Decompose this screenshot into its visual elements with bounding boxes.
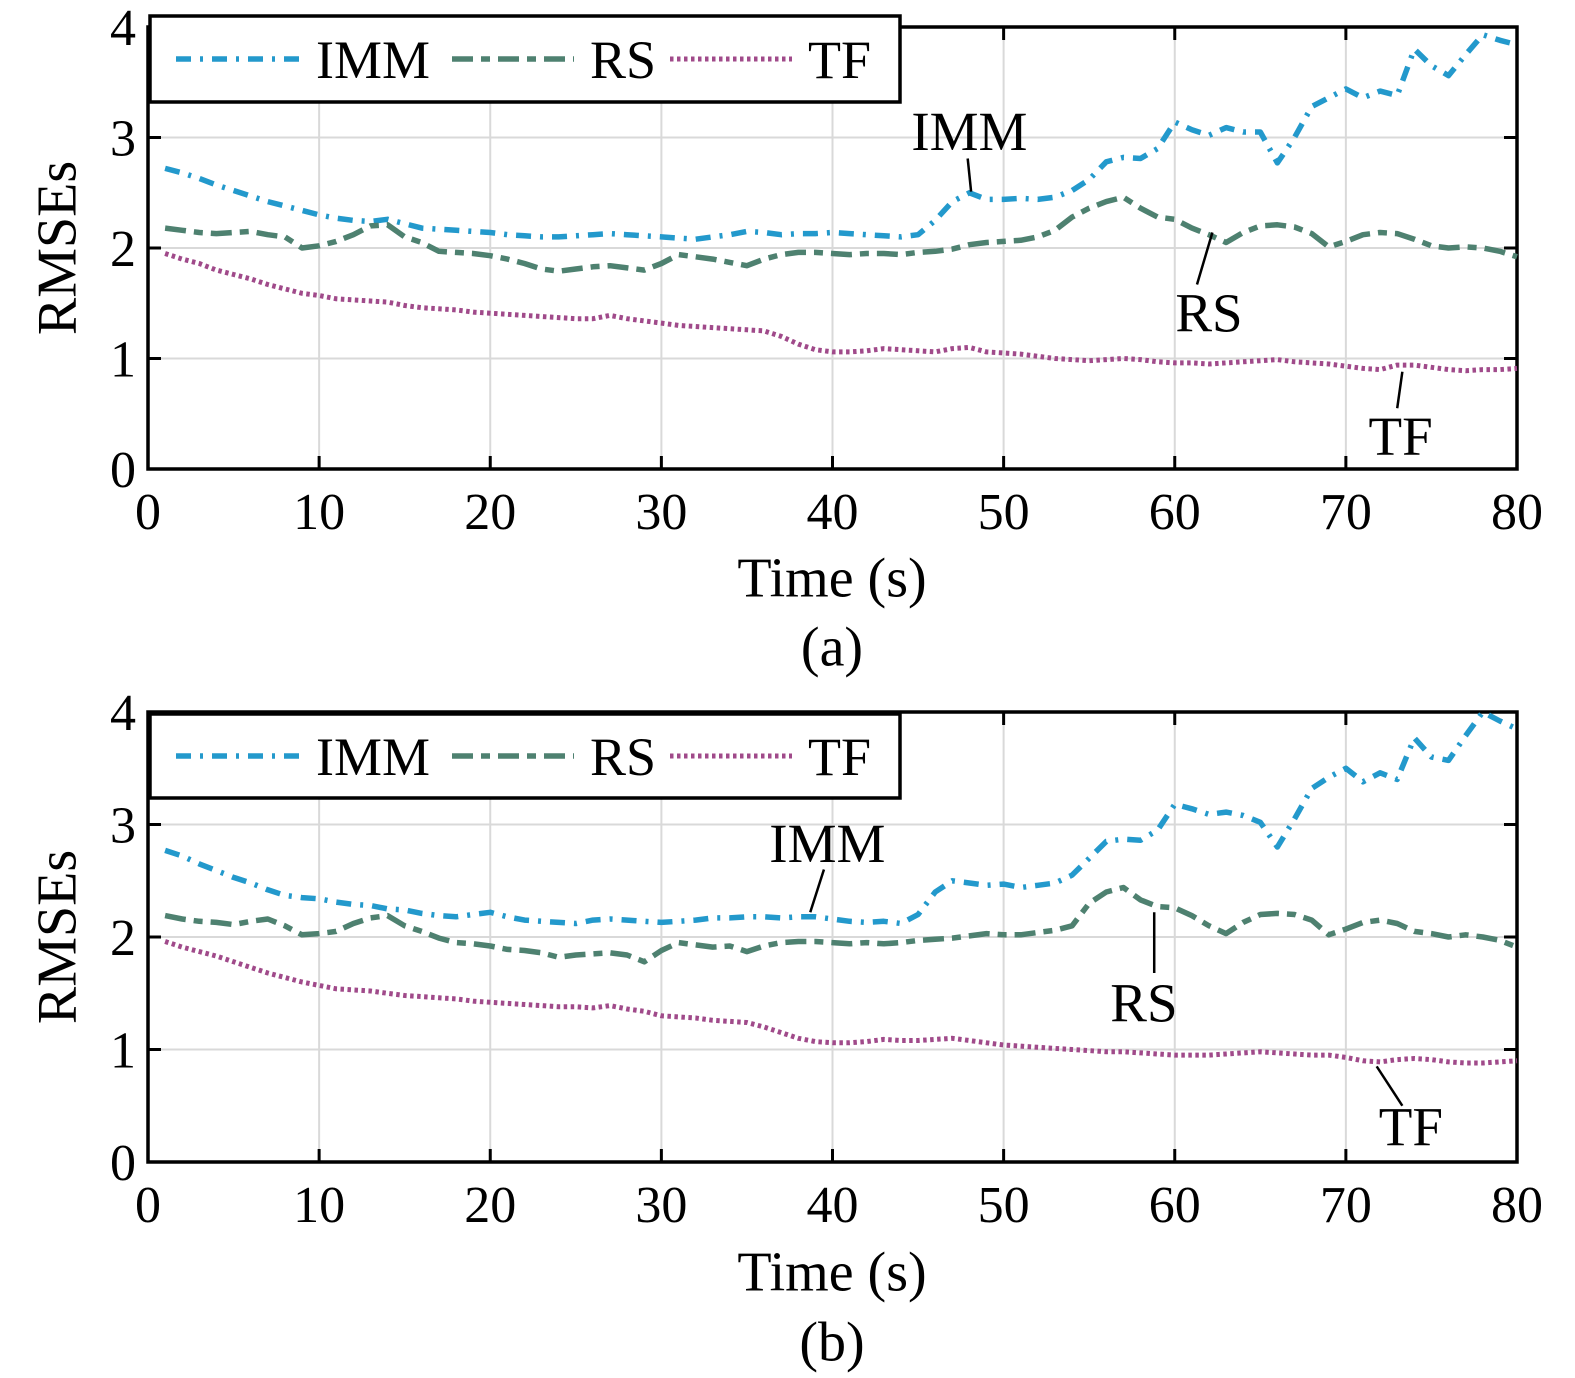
caption-b: (b)	[799, 1312, 864, 1373]
x-tick-label: 0	[135, 484, 161, 541]
tf-annotation-label-a: TF	[1369, 406, 1433, 467]
yaxis-title-a: RMSEs	[27, 161, 89, 335]
legend-a: IMM RS TF	[148, 14, 902, 104]
tf-line-b	[164, 939, 1518, 1066]
x-tick-label: 60	[1149, 1177, 1201, 1234]
x-tick-label: 10	[293, 484, 345, 541]
x-tick-label: 70	[1320, 484, 1372, 541]
y-tick-label: 4	[110, 0, 136, 57]
imm-annotation-label-b: IMM	[769, 813, 885, 874]
ytick-labels-a: 0 1 2 3 4	[110, 0, 136, 499]
tf-annotation-pointer-b	[1375, 1065, 1404, 1107]
x-tick-label: 30	[635, 484, 687, 541]
x-tick-label: 50	[978, 1177, 1030, 1234]
series-b	[164, 709, 1519, 1066]
x-tick-label: 10	[293, 1177, 345, 1234]
y-tick-label: 0	[110, 442, 136, 499]
tf-annotation-label-b: TF	[1379, 1096, 1443, 1157]
legend-rs-label-b: RS	[590, 727, 656, 787]
rs-annotation-label-b: RS	[1110, 973, 1177, 1034]
y-tick-label: 3	[110, 111, 136, 168]
x-tick-label: 80	[1491, 1177, 1543, 1234]
x-tick-label: 20	[464, 484, 516, 541]
caption-a: (a)	[801, 617, 863, 679]
y-tick-label: 0	[110, 1135, 136, 1192]
rs-line-b	[164, 884, 1519, 965]
legend-imm-label-a: IMM	[316, 30, 430, 90]
series-a	[164, 31, 1518, 374]
x-tick-label: 80	[1491, 484, 1543, 541]
imm-line-a	[164, 31, 1518, 242]
annotations-a: IMM RS TF	[911, 101, 1432, 467]
legend-imm-label-b: IMM	[316, 727, 430, 787]
xaxis-title-b: Time (s)	[737, 1242, 926, 1304]
y-tick-label: 4	[110, 685, 136, 742]
legend-tf-label-b: TF	[808, 727, 871, 787]
y-tick-label: 2	[110, 910, 136, 967]
chart-a: IMM RS TF IMM RS TF 0 10 20 30 40 50 60 70 80 0 1 2 3…	[27, 0, 1543, 678]
y-tick-label: 2	[110, 221, 136, 278]
ytick-labels-b: 0 1 2 3 4	[110, 685, 136, 1192]
tf-annotation-pointer-a	[1395, 371, 1404, 409]
tf-line-a	[164, 251, 1518, 374]
imm-line-b	[164, 709, 1519, 927]
imm-annotation-label-a: IMM	[911, 101, 1027, 162]
xaxis-title-a: Time (s)	[737, 548, 926, 610]
xtick-labels-b: 0 10 20 30 40 50 60 70 80	[135, 1177, 1543, 1234]
rs-annotation-pointer-a	[1195, 232, 1214, 285]
y-tick-label: 1	[110, 1023, 136, 1080]
yaxis-title-b: RMSEs	[27, 850, 89, 1024]
x-tick-label: 50	[978, 484, 1030, 541]
imm-annotation-pointer-b	[809, 869, 826, 913]
rs-line-a	[164, 194, 1518, 274]
x-tick-label: 60	[1149, 484, 1201, 541]
y-tick-label: 3	[110, 798, 136, 855]
ticks-b	[148, 712, 1517, 1162]
y-tick-label: 1	[110, 332, 136, 389]
rs-annotation-label-a: RS	[1175, 282, 1242, 343]
x-tick-label: 20	[464, 1177, 516, 1234]
x-tick-label: 70	[1320, 1177, 1372, 1234]
x-tick-label: 30	[635, 1177, 687, 1234]
legend-b: IMM RS TF	[148, 712, 902, 800]
annotations-b: IMM RS TF	[769, 813, 1443, 1158]
x-tick-label: 0	[135, 1177, 161, 1234]
legend-rs-label-a: RS	[590, 30, 656, 90]
xtick-labels-a: 0 10 20 30 40 50 60 70 80	[135, 484, 1543, 541]
chart-b: IMM RS TF IMM RS TF 0 10 20 30 40 50 60 70 80 0 1 2 3…	[27, 685, 1543, 1373]
x-tick-label: 40	[807, 484, 859, 541]
imm-annotation-pointer-a	[966, 158, 973, 192]
legend-tf-label-a: TF	[808, 30, 871, 90]
x-tick-label: 40	[807, 1177, 859, 1234]
